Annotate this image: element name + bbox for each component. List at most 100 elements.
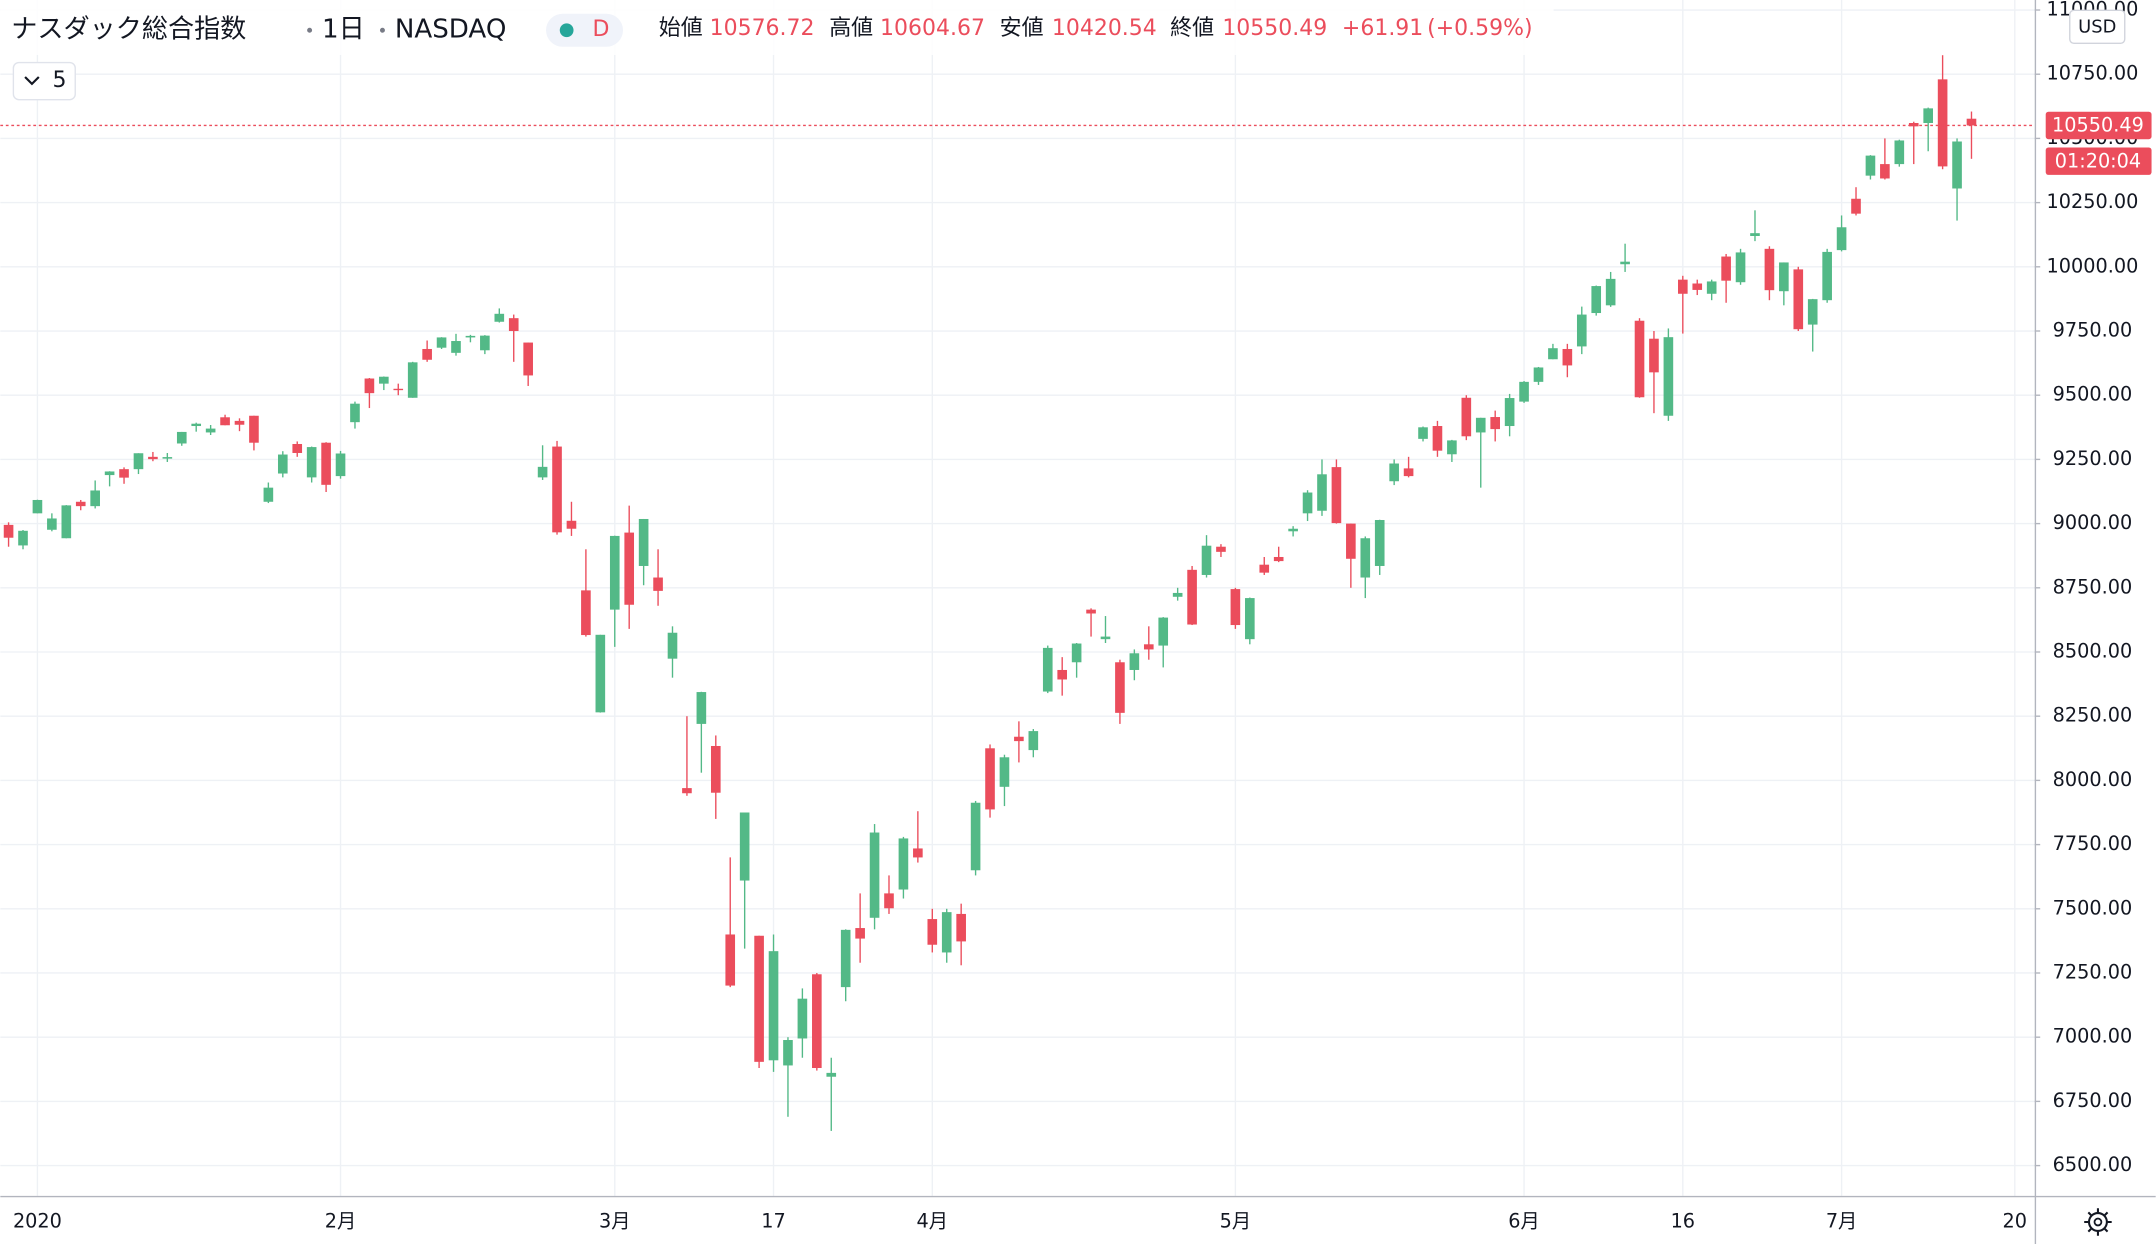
x-tick-label: 6月 xyxy=(1508,1210,1539,1233)
candle-body xyxy=(941,912,952,953)
candle-body xyxy=(32,499,43,514)
candle-body xyxy=(1764,248,1775,291)
y-tick-label: 6750.00 xyxy=(2053,1089,2133,1112)
candle-body xyxy=(552,446,562,533)
candle-body xyxy=(18,530,28,546)
candle-body xyxy=(90,490,100,507)
candle-body xyxy=(1129,653,1140,670)
candle-body xyxy=(1576,314,1587,347)
candle-body xyxy=(566,520,577,529)
candle-body xyxy=(1836,227,1847,251)
candle-body xyxy=(1288,528,1298,532)
candle-body xyxy=(1692,283,1703,290)
y-tick-label: 9750.00 xyxy=(2053,319,2133,342)
candle-body xyxy=(970,802,981,871)
candle-body xyxy=(956,913,966,942)
candle-body xyxy=(61,505,72,539)
candle-body xyxy=(1360,538,1371,578)
y-tick-label: 10000.00 xyxy=(2047,254,2139,277)
candle-body xyxy=(1475,417,1486,433)
y-tick-label: 10750.00 xyxy=(2047,62,2139,85)
candle-body xyxy=(682,788,692,794)
settings-icon[interactable] xyxy=(2084,1208,2112,1236)
candle-body xyxy=(451,341,461,353)
gear-hub xyxy=(2093,1217,2103,1227)
candle-body xyxy=(1259,564,1270,573)
candle-body xyxy=(1389,463,1399,482)
candle-body xyxy=(826,1072,837,1077)
candle-body xyxy=(653,577,663,591)
candle-body xyxy=(1504,398,1515,427)
candle-body xyxy=(1071,643,1082,663)
candle-body xyxy=(234,420,245,425)
candle-body xyxy=(1591,286,1602,314)
open-value: 10576.72 xyxy=(710,16,815,41)
y-tick-label: 8500.00 xyxy=(2053,639,2133,662)
candle-body xyxy=(985,748,995,810)
candle-body xyxy=(335,453,346,477)
candle-body xyxy=(1317,474,1327,511)
candle-body xyxy=(249,415,259,443)
candle-body xyxy=(1447,440,1457,455)
exchange: NASDAQ xyxy=(395,15,507,45)
candle-body xyxy=(725,934,736,986)
candle-body xyxy=(1678,279,1688,294)
candle-body xyxy=(1634,320,1645,398)
candle-body xyxy=(508,318,519,332)
candle-body xyxy=(1649,338,1659,373)
candle-body xyxy=(1172,592,1183,597)
candle-body xyxy=(1663,337,1674,416)
candle-body xyxy=(407,362,418,398)
status-pill[interactable] xyxy=(546,13,624,47)
candle-body xyxy=(913,848,923,858)
candle-body xyxy=(1158,617,1169,646)
candle-body xyxy=(1201,545,1212,575)
dropdown-value: 5 xyxy=(53,68,67,93)
y-tick-label: 8750.00 xyxy=(2053,575,2133,598)
x-tick-label: 2020 xyxy=(13,1210,62,1233)
candle-body xyxy=(797,998,808,1039)
candle-body xyxy=(1605,278,1616,306)
currency-label: USD xyxy=(2078,16,2116,37)
candle-body xyxy=(523,342,533,376)
x-tick-label: 17 xyxy=(761,1210,785,1233)
y-tick-label: 9000.00 xyxy=(2053,511,2133,534)
candle-body xyxy=(1851,198,1861,214)
candle-body xyxy=(1779,262,1789,292)
candle-body xyxy=(537,466,548,478)
x-tick-label: 16 xyxy=(1671,1210,1695,1233)
symbol-title: ナスダック総合指数 xyxy=(11,15,246,45)
header-bg xyxy=(0,0,1554,55)
currency-button[interactable] xyxy=(2069,9,2126,44)
candle-body xyxy=(465,335,476,338)
candle-body xyxy=(869,832,880,918)
candle-body xyxy=(119,469,129,478)
change-pct: (+0.59%) xyxy=(1427,16,1532,41)
candle-body xyxy=(1216,546,1226,552)
indicator-dropdown[interactable] xyxy=(12,61,76,101)
candle-body xyxy=(205,428,216,433)
candle-body xyxy=(595,634,606,713)
change: +61.91 xyxy=(1342,16,1423,41)
candle-body xyxy=(840,929,851,988)
gear-teeth xyxy=(2084,1208,2112,1236)
candle-body xyxy=(1028,731,1039,751)
high-label: 高値 xyxy=(829,16,873,41)
candle-body xyxy=(855,928,865,939)
candle-body xyxy=(3,524,14,538)
candle-body xyxy=(379,376,389,384)
candle-body xyxy=(1014,736,1024,742)
y-tick-label: 6500.00 xyxy=(2053,1153,2133,1176)
candle-body xyxy=(1937,79,1948,167)
candle-body xyxy=(1750,233,1760,236)
candle-body xyxy=(1807,299,1818,325)
candle-body xyxy=(1086,609,1096,614)
candle-body xyxy=(47,518,57,530)
candle-body xyxy=(1865,155,1876,176)
candle-body xyxy=(1057,669,1068,680)
price-tag-label: 10550.49 xyxy=(2052,114,2144,137)
x-tick-label: 4月 xyxy=(917,1210,948,1233)
candle-body xyxy=(1620,261,1630,265)
candle-body xyxy=(1793,269,1804,330)
